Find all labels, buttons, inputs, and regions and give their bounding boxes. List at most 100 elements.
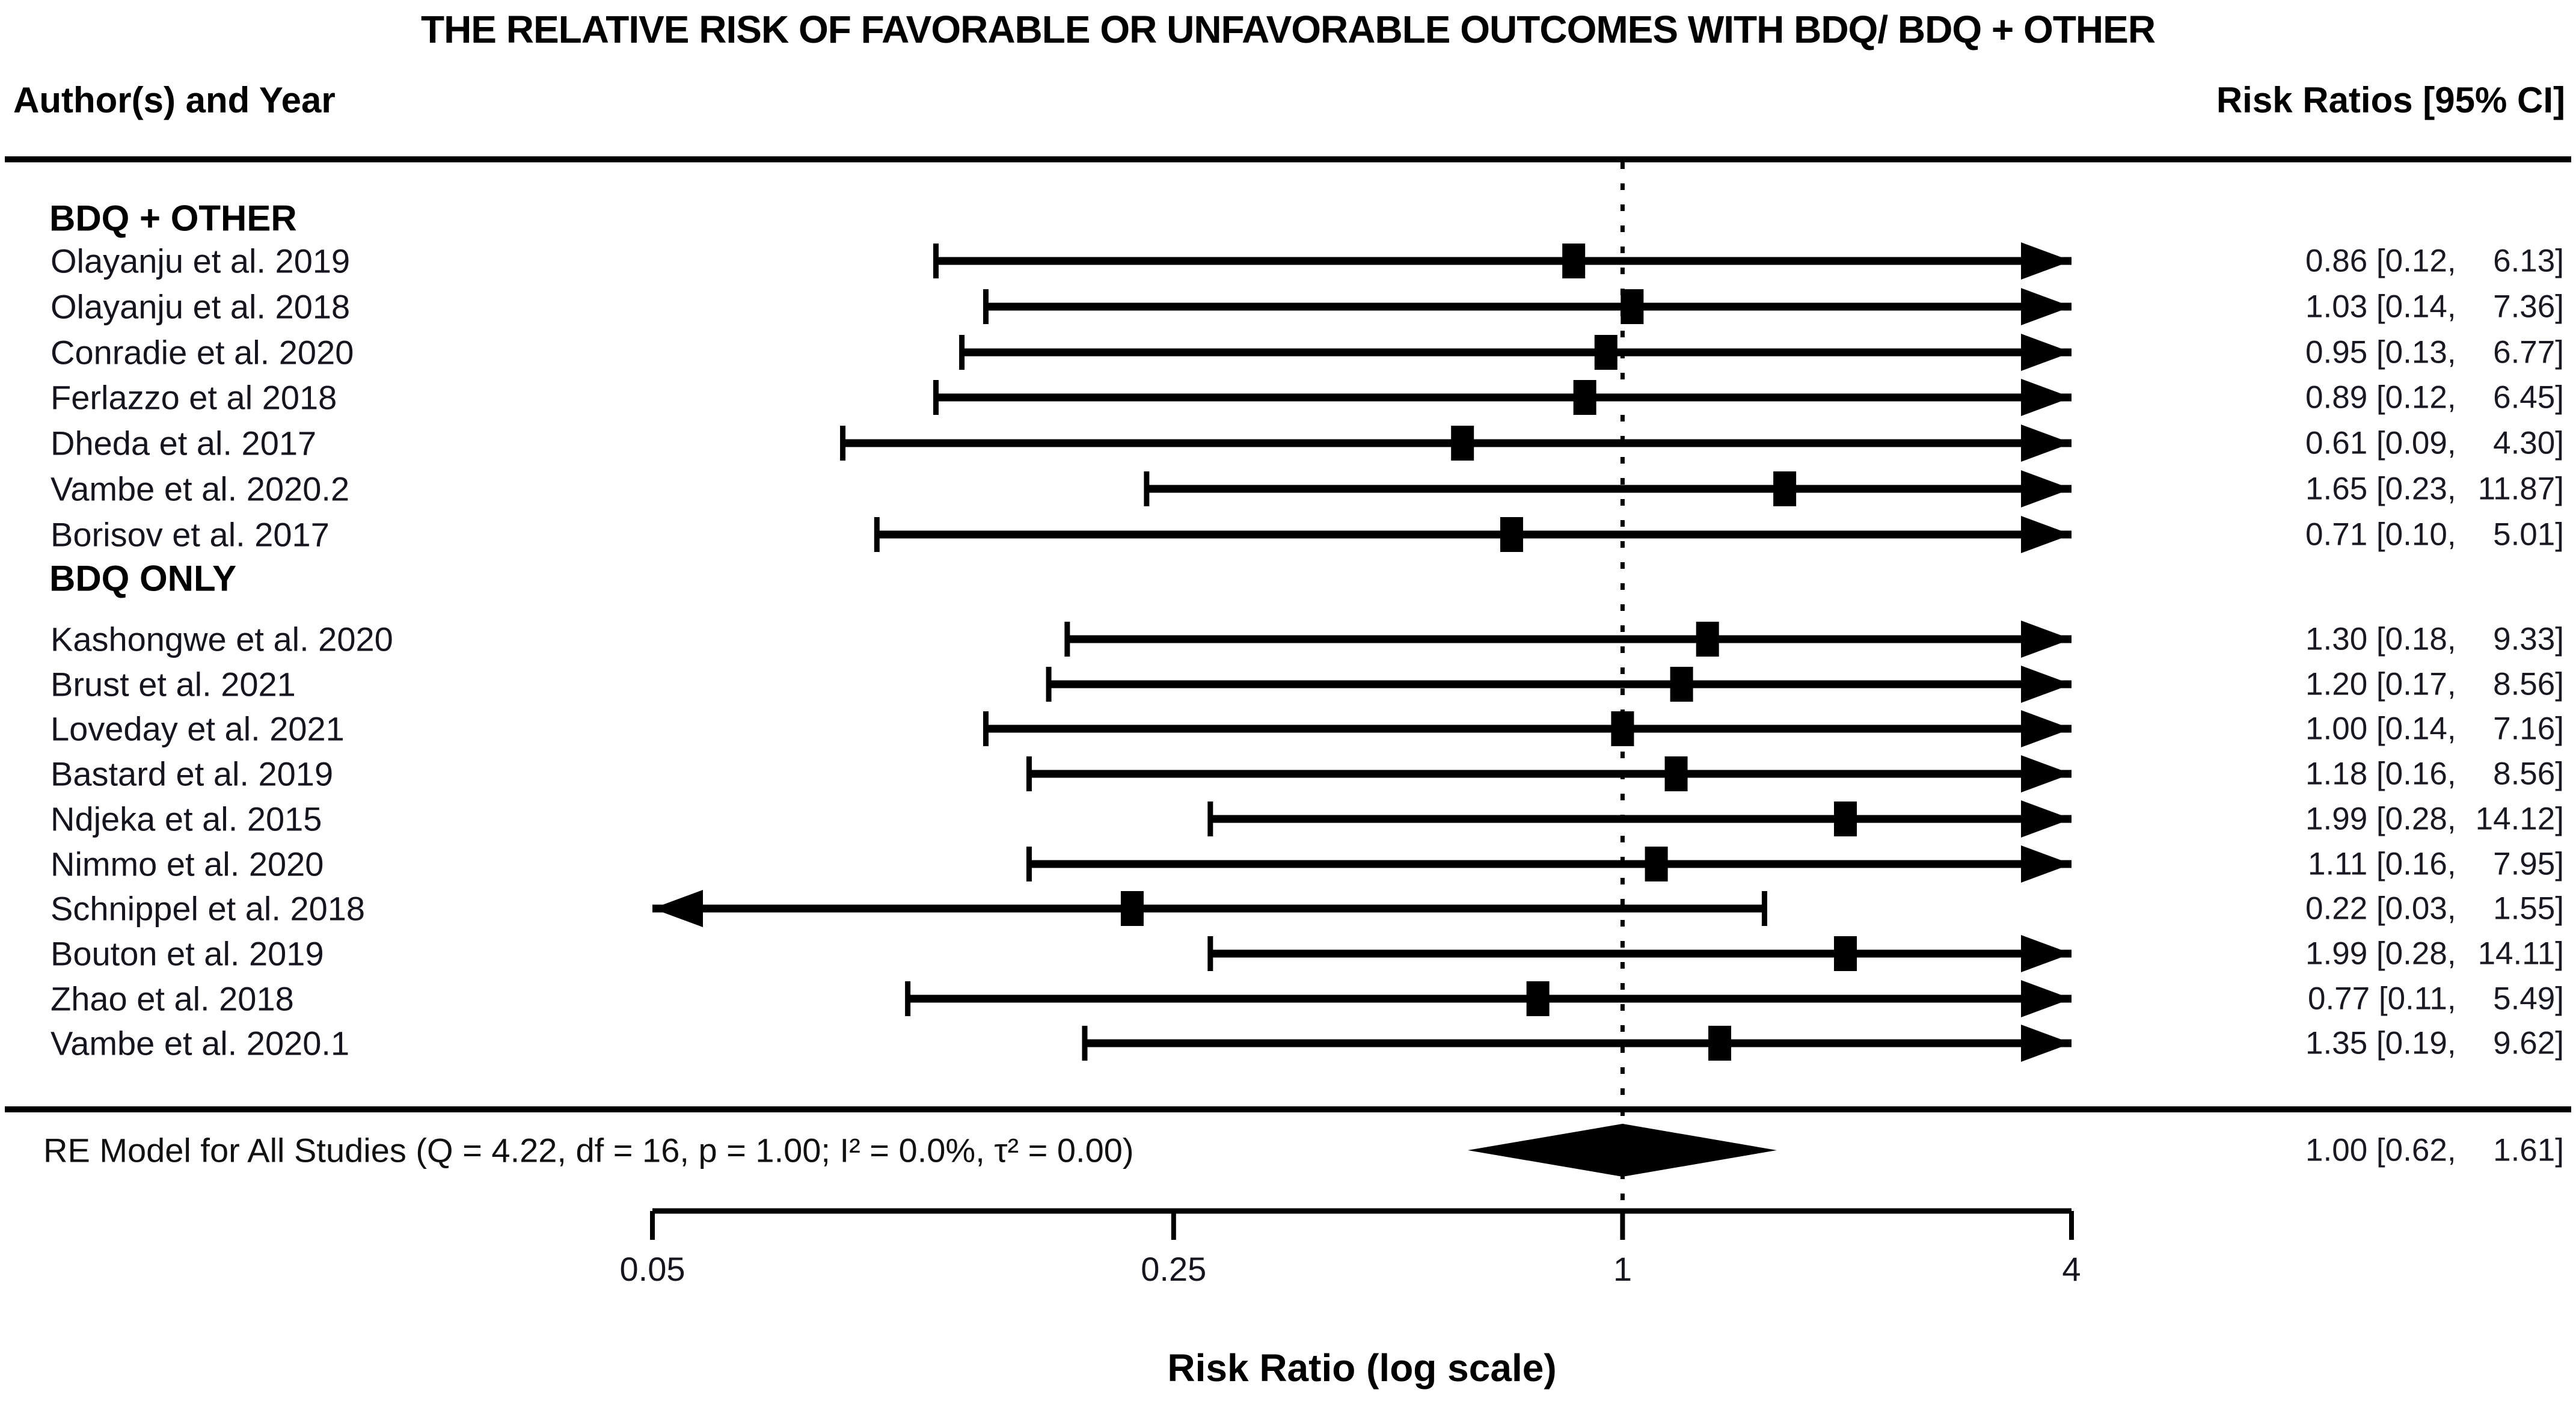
rr-ci-high: 9.33	[2493, 621, 2556, 657]
study-label: Kashongwe et al. 2020	[51, 620, 393, 658]
point-estimate-marker	[1573, 380, 1596, 415]
study-estimate: 1.99 [0.28, 14.12]	[2305, 801, 2564, 837]
study-label: Schnippel et al. 2018	[51, 889, 366, 928]
arrow-right-icon	[2021, 334, 2072, 371]
column-header-authors: Author(s) and Year	[13, 80, 336, 120]
rr-ci-high: 4.30	[2493, 425, 2556, 461]
study-estimate: 1.03 [0.14, 7.36]	[2305, 289, 2564, 325]
rr-ci-low: 0.03	[2385, 890, 2447, 927]
arrow-right-icon	[2021, 666, 2072, 703]
study-estimate: 1.99 [0.28, 14.11]	[2305, 936, 2564, 972]
study-label: Vambe et al. 2020.1	[51, 1024, 350, 1062]
rr-ci-high: 7.16	[2493, 711, 2556, 747]
study-label: Borisov et al. 2017	[51, 515, 330, 554]
rr-estimate: 1.18	[2305, 756, 2368, 792]
arrow-right-icon	[2021, 845, 2072, 883]
study-estimate: 0.61 [0.09, 4.30]	[2305, 425, 2564, 461]
rr-ci-high: 6.13	[2493, 243, 2556, 279]
rr-ci-low: 0.13	[2385, 334, 2447, 370]
study-label: Bouton et al. 2019	[51, 934, 324, 973]
arrow-right-icon	[2021, 425, 2072, 462]
rr-estimate: 0.61	[2305, 425, 2368, 461]
arrow-right-icon	[2021, 980, 2072, 1017]
arrow-right-icon	[2021, 470, 2072, 507]
study-estimate: 0.89 [0.12, 6.45]	[2305, 379, 2564, 415]
group-header: BDQ ONLY	[49, 558, 237, 599]
rr-ci-low: 0.16	[2385, 756, 2447, 792]
point-estimate-marker	[1120, 891, 1144, 926]
rr-estimate: 1.30	[2305, 621, 2368, 657]
rr-ci-low: 0.10	[2385, 516, 2447, 553]
study-estimate: 1.20 [0.17, 8.56]	[2305, 666, 2564, 702]
figure-title: THE RELATIVE RISK OF FAVORABLE OR UNFAVO…	[420, 8, 2156, 51]
summary-model-label: RE Model for All Studies (Q = 4.22, df =…	[43, 1131, 1134, 1169]
rr-estimate: 1.11	[2307, 846, 2368, 882]
rr-ci-high: 8.56	[2493, 666, 2556, 702]
rr-estimate: 1.99	[2305, 936, 2368, 972]
arrow-right-icon	[2021, 1025, 2072, 1062]
study-label: Vambe et al. 2020.2	[51, 470, 350, 508]
point-estimate-marker	[1708, 1026, 1732, 1061]
point-estimate-marker	[1611, 711, 1634, 746]
rr-ci-low: 0.62	[2385, 1132, 2447, 1168]
rr-ci-low: 0.11	[2387, 981, 2447, 1017]
rr-estimate: 1.00	[2305, 711, 2368, 747]
rr-estimate: 1.00	[2305, 1132, 2368, 1168]
point-estimate-marker	[1696, 622, 1719, 657]
rr-ci-high: 1.61	[2493, 1132, 2556, 1168]
study-estimate: 1.11 [0.16, 7.95]	[2307, 846, 2564, 882]
rr-ci-low: 0.28	[2385, 936, 2447, 972]
study-estimate: 1.18 [0.16, 8.56]	[2305, 756, 2564, 792]
study-label: Ndjeka et al. 2015	[51, 800, 322, 838]
rr-ci-low: 0.14	[2385, 711, 2447, 747]
study-label: Nimmo et al. 2020	[51, 845, 324, 883]
rr-ci-low: 0.12	[2385, 379, 2447, 415]
rr-ci-low: 0.18	[2385, 621, 2447, 657]
arrow-right-icon	[2021, 379, 2072, 416]
arrow-right-icon	[2021, 935, 2072, 972]
study-estimate: 0.71 [0.10, 5.01]	[2305, 516, 2564, 553]
rr-ci-high: 14.12	[2475, 801, 2556, 837]
point-estimate-marker	[1773, 471, 1797, 506]
arrow-right-icon	[2021, 288, 2072, 325]
point-estimate-marker	[1526, 981, 1550, 1016]
rr-estimate: 0.86	[2305, 243, 2368, 279]
rr-ci-low: 0.19	[2385, 1025, 2447, 1061]
point-estimate-marker	[1562, 244, 1586, 278]
study-estimate: 1.30 [0.18, 9.33]	[2305, 621, 2564, 657]
point-estimate-marker	[1500, 517, 1523, 552]
x-axis-title: Risk Ratio (log scale)	[1167, 1346, 1557, 1390]
arrow-right-icon	[2021, 800, 2072, 838]
x-axis-tick-label: 1	[1613, 1250, 1632, 1288]
study-label: Olayanju et al. 2018	[51, 287, 351, 326]
group-header: BDQ + OTHER	[49, 198, 297, 239]
rr-estimate: 1.99	[2305, 801, 2368, 837]
rr-estimate: 1.03	[2305, 289, 2368, 325]
column-header-risk-ratios: Risk Ratios [95% CI]	[2216, 80, 2565, 120]
rr-ci-high: 6.45	[2493, 379, 2556, 415]
arrow-right-icon	[2021, 242, 2072, 280]
study-label: Loveday et al. 2021	[51, 710, 345, 748]
rr-ci-low: 0.14	[2385, 289, 2447, 325]
point-estimate-marker	[1833, 802, 1857, 836]
rr-ci-high: 1.55	[2493, 890, 2556, 927]
rr-ci-high: 9.62	[2493, 1025, 2556, 1061]
point-estimate-marker	[1670, 667, 1693, 702]
arrow-left-icon	[652, 890, 703, 927]
study-estimate: 1.00 [0.14, 7.16]	[2305, 711, 2564, 747]
arrow-right-icon	[2021, 621, 2072, 658]
rr-ci-high: 11.87	[2477, 471, 2556, 507]
study-estimate: 0.95 [0.13, 6.77]	[2305, 334, 2564, 370]
rr-estimate: 0.22	[2305, 890, 2368, 927]
point-estimate-marker	[1664, 756, 1688, 791]
rr-ci-high: 6.77	[2493, 334, 2556, 370]
study-label: Dheda et al. 2017	[51, 424, 317, 462]
study-label: Olayanju et al. 2019	[51, 242, 351, 280]
x-axis-tick-label: 4	[2062, 1250, 2081, 1288]
arrow-right-icon	[2021, 710, 2072, 747]
rr-estimate: 0.95	[2305, 334, 2368, 370]
rr-ci-low: 0.28	[2385, 801, 2447, 837]
rr-ci-low: 0.12	[2385, 243, 2447, 279]
point-estimate-marker	[1594, 335, 1618, 370]
